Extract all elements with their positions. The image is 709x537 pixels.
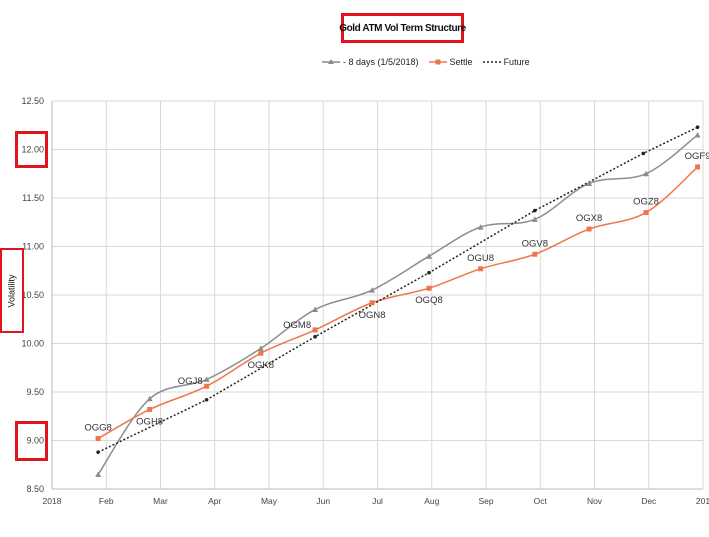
chart-title: Gold ATM Vol Term Structure <box>339 22 466 34</box>
series-8-days-point <box>257 345 264 351</box>
annotation-label: OGK8 <box>248 360 274 371</box>
annotation-label: OGG8 <box>84 423 111 434</box>
series-settle-line <box>97 166 699 440</box>
legend-label-settle: Settle <box>449 57 473 67</box>
legend: - 8 days (1/5/2018) Settle Future <box>322 57 540 67</box>
legend-item-settle[interactable]: Settle <box>428 57 473 67</box>
series-8-days-point <box>531 216 538 222</box>
series-markers <box>95 125 701 477</box>
legend-label-future: Future <box>503 57 530 67</box>
legend-item-future[interactable]: Future <box>482 57 530 67</box>
series-8-days-point <box>146 395 153 402</box>
x-tick-label: Mar <box>153 496 168 506</box>
x-tick-label: 2018 <box>43 496 62 506</box>
annotation-label: OGU8 <box>467 253 494 264</box>
series-settle-point <box>426 285 432 291</box>
series-settle-point <box>147 406 153 412</box>
series-lines <box>97 126 699 475</box>
series-settle-point <box>258 350 264 356</box>
annotation-label: OGF9 <box>685 151 709 162</box>
x-tick-label: Feb <box>99 496 114 506</box>
y-axis-label: Volatility <box>7 273 17 308</box>
series-future-line <box>97 126 698 453</box>
series-settle-point <box>586 226 592 232</box>
x-tick-labels: 2018 Feb Mar Apr May Jun Jul Aug Sep Oct Nov Dec 201 <box>43 496 709 506</box>
series-8-days-point <box>312 306 319 313</box>
chart-title-box: Gold ATM Vol Term Structure <box>339 13 466 43</box>
annotation-label: OGM8 <box>283 320 311 331</box>
x-tick-label: Aug <box>424 496 439 506</box>
series-8-days-point <box>426 253 433 259</box>
series-8-days-line <box>97 134 699 475</box>
x-tick-label: Jul <box>372 496 383 506</box>
series-settle-point <box>695 164 701 170</box>
x-tick-label: Nov <box>587 496 603 506</box>
y-axis-label-box: Volatility <box>0 248 24 333</box>
x-tick-label: Apr <box>208 496 221 506</box>
series-8-days-point <box>477 224 484 230</box>
series-8-days-point <box>203 376 210 382</box>
x-tick-label: 201 <box>696 496 709 506</box>
highlight-box-12 <box>15 131 48 168</box>
x-tick-label: May <box>261 496 278 506</box>
series-8-days-point <box>369 287 376 293</box>
series-future-point <box>96 450 100 454</box>
legend-item-8-days[interactable]: - 8 days (1/5/2018) <box>322 57 419 67</box>
series-settle-point <box>478 266 484 272</box>
highlight-box-9 <box>15 421 48 461</box>
y-tick-label: 12.00 <box>21 145 44 155</box>
y-tick-labels: 8.50 9.00 9.50 10.00 10.50 11.00 11.50 12.00 12.… <box>21 96 44 494</box>
y-tick-label: 9.00 <box>26 436 44 446</box>
y-tick-label: 8.50 <box>26 484 44 494</box>
x-tick-label: Sep <box>478 496 493 506</box>
series-8-days-point <box>586 180 593 186</box>
annotation-label: OGX8 <box>576 213 602 224</box>
y-tick-label: 10.50 <box>21 290 44 300</box>
annotation-label: OGZ8 <box>633 197 659 208</box>
series-future-point <box>204 397 209 402</box>
series-settle-point <box>312 327 318 333</box>
annotation-label: OGN8 <box>359 310 386 321</box>
grid-lines <box>51 100 704 490</box>
series-8-days-point <box>95 471 102 477</box>
annotation-label: OGQ8 <box>415 295 442 306</box>
series-settle-point <box>95 436 101 442</box>
series-8-days-point <box>694 131 701 138</box>
series-8-days-point <box>643 170 650 177</box>
point-annotations: OGG8 OGH8 OGJ8 OGK8 OGM8 OGN8 OGQ8 OGU8 OGV8 OGX8… <box>84 151 709 434</box>
y-tick-label: 11.00 <box>22 242 44 252</box>
series-future-point <box>533 208 537 213</box>
legend-swatch-future <box>482 61 501 63</box>
series-settle-point <box>204 383 210 389</box>
x-tick-label: Jun <box>316 496 330 506</box>
series-future-point <box>695 125 700 129</box>
annotation-label: OGV8 <box>522 238 548 249</box>
series-settle-point <box>532 251 538 257</box>
annotation-label: OGJ8 <box>178 376 203 387</box>
series-settle-point <box>643 210 649 216</box>
y-tick-label: 12.50 <box>21 96 44 106</box>
x-tick-label: Oct <box>534 496 548 506</box>
series-settle-point <box>369 300 375 306</box>
series-future-point <box>641 151 646 156</box>
series-future-point <box>313 334 317 339</box>
y-tick-label: 11.50 <box>22 193 44 203</box>
legend-swatch-8-days <box>322 59 340 64</box>
legend-label-8-days: - 8 days (1/5/2018) <box>343 57 419 67</box>
series-future-point <box>427 270 431 275</box>
annotation-label: OGH8 <box>136 416 163 427</box>
x-tick-label: Dec <box>641 496 657 506</box>
y-tick-label: 10.00 <box>21 339 44 349</box>
y-tick-label: 9.50 <box>26 387 44 397</box>
legend-swatch-settle <box>428 59 447 65</box>
